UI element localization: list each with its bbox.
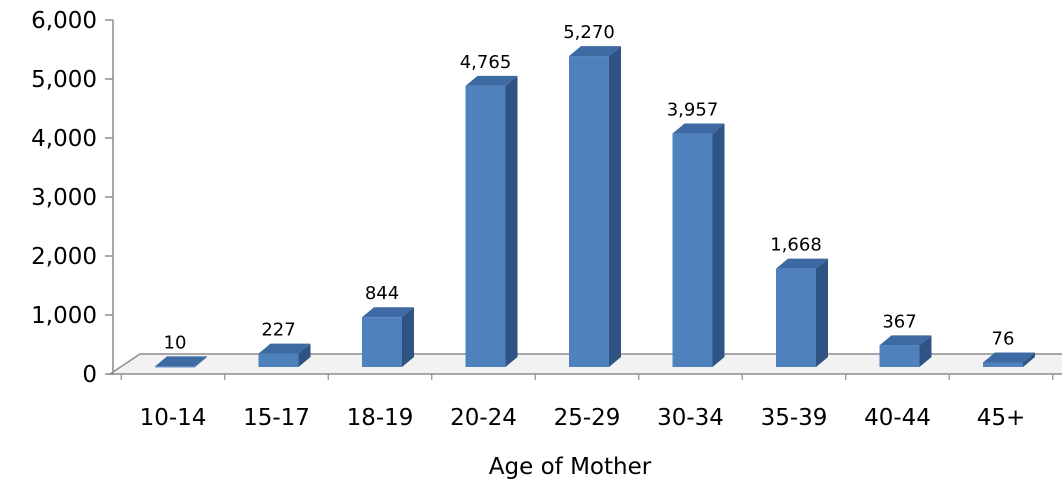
- data-label: 10: [164, 332, 187, 353]
- bar-top: [362, 307, 414, 318]
- data-label: 367: [882, 311, 916, 332]
- x-tick-label: 10-14: [140, 405, 207, 431]
- bar-side: [298, 343, 311, 367]
- bar: [879, 335, 932, 367]
- bar-front: [155, 366, 195, 368]
- bar-front: [879, 345, 920, 367]
- bar-front: [258, 353, 299, 367]
- x-tick-label: 35-39: [761, 405, 828, 431]
- x-tick-label: 15-17: [243, 405, 310, 431]
- bar: [465, 75, 518, 368]
- bar: [776, 258, 828, 367]
- y-tick-label: 1,000: [31, 303, 97, 329]
- bar-side: [505, 75, 518, 368]
- x-tick-label: 18-19: [347, 405, 414, 431]
- bar-top: [672, 123, 725, 134]
- bar-front: [465, 85, 506, 368]
- bar-side: [609, 46, 621, 367]
- bar-top: [776, 258, 828, 269]
- y-tick-label: 2,000: [31, 244, 97, 270]
- data-label: 5,270: [563, 22, 615, 43]
- x-tick-label: 30-34: [657, 405, 724, 431]
- bar-front: [362, 317, 402, 367]
- x-axis-title: Age of Mother: [489, 454, 652, 480]
- bar: [155, 356, 207, 368]
- data-label: 76: [992, 329, 1015, 350]
- bar-side: [1023, 352, 1035, 367]
- y-tick-label: 6,000: [31, 8, 97, 34]
- bar-top: [465, 75, 518, 86]
- bar: [258, 343, 311, 367]
- bar-front: [569, 56, 609, 367]
- bars: [155, 46, 1035, 368]
- bar: [362, 307, 414, 367]
- bar-top: [879, 335, 932, 346]
- bar-top: [983, 352, 1035, 363]
- y-tick-label: 5,000: [31, 67, 97, 93]
- bar-top: [569, 46, 621, 57]
- bar: [569, 46, 621, 367]
- y-tick-label: 0: [82, 362, 97, 388]
- bar-top: [258, 343, 311, 354]
- bar-side: [712, 123, 725, 367]
- data-label: 227: [261, 320, 295, 341]
- x-tick-label: 45+: [977, 405, 1026, 431]
- bar-front: [983, 362, 1023, 367]
- data-label: 3,957: [667, 100, 719, 121]
- bar-side: [919, 335, 932, 367]
- data-label: 844: [365, 283, 399, 304]
- bar-side: [195, 356, 207, 367]
- data-label: 4,765: [460, 52, 512, 73]
- y-axis: 0 1,000 2,000 3,000 4,000 5,000 6,000: [31, 8, 1054, 388]
- labels: 10 10-14 227 15-17 844 18-19 4,765 20-24 5,270 25…: [140, 22, 1026, 431]
- x-tick-label: 25-29: [554, 405, 621, 431]
- data-label: 1,668: [770, 235, 822, 256]
- bar-side: [816, 258, 828, 367]
- y-tick-label: 4,000: [31, 126, 97, 152]
- bar-side: [402, 307, 414, 367]
- bar: [672, 123, 725, 367]
- bar-front: [776, 268, 816, 367]
- bar-top: [155, 356, 207, 367]
- x-tick-label: 40-44: [864, 405, 931, 431]
- x-tick-label: 20-24: [450, 405, 517, 431]
- bar-front: [672, 133, 713, 367]
- bar: [983, 352, 1035, 367]
- y-tick-label: 3,000: [31, 185, 97, 211]
